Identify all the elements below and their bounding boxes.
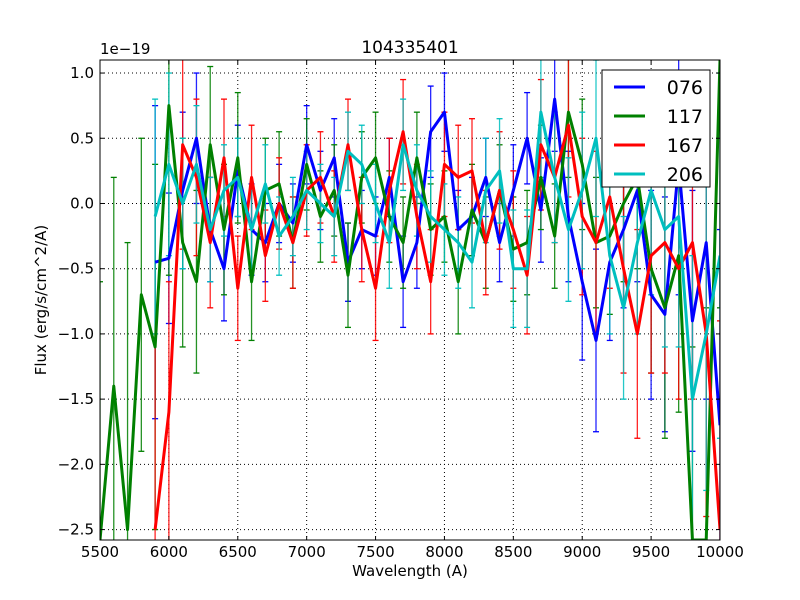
y-tick-label: 0.0 (70, 194, 94, 212)
x-tick-label: 6000 (150, 543, 188, 561)
x-tick-label: 8500 (494, 543, 532, 561)
x-axis-label: Wavelength (A) (352, 562, 468, 580)
x-tick-label: 10000 (696, 543, 744, 561)
y-tick-label: 1.0 (70, 64, 94, 82)
y-tick-label: −1.0 (58, 325, 94, 343)
legend: 076 117 167 206 (601, 69, 711, 188)
legend-label-076: 076 (667, 77, 703, 99)
x-tick-label: 7500 (356, 543, 394, 561)
ticks: 5500 6000 6500 7000 7500 8000 8500 9000 9500 1000… (58, 60, 744, 561)
y-axis-label: Flux (erg/s/cm^2/A) (32, 225, 50, 376)
x-tick-label: 8000 (425, 543, 463, 561)
legend-label-167: 167 (667, 135, 703, 157)
legend-label-117: 117 (667, 106, 703, 128)
y-tick-label: −1.5 (58, 390, 94, 408)
series-line-206 (153, 110, 720, 401)
y-tick-label: 0.5 (70, 129, 94, 147)
y-tick-label: −2.5 (58, 521, 94, 539)
x-tick-label: 5500 (81, 543, 119, 561)
y-tick-label: −0.5 (58, 260, 94, 278)
legend-box (601, 69, 711, 188)
x-tick-label: 9000 (563, 543, 601, 561)
x-tick-label: 6500 (219, 543, 257, 561)
chart-title: 104335401 (361, 38, 458, 58)
y-tick-label: −2.0 (58, 455, 94, 473)
plot-frame (99, 59, 721, 541)
y-offset-label: 1e−19 (100, 40, 150, 58)
legend-label-206: 206 (667, 164, 703, 186)
x-tick-label: 7000 (288, 543, 326, 561)
x-tick-label: 9500 (632, 543, 670, 561)
